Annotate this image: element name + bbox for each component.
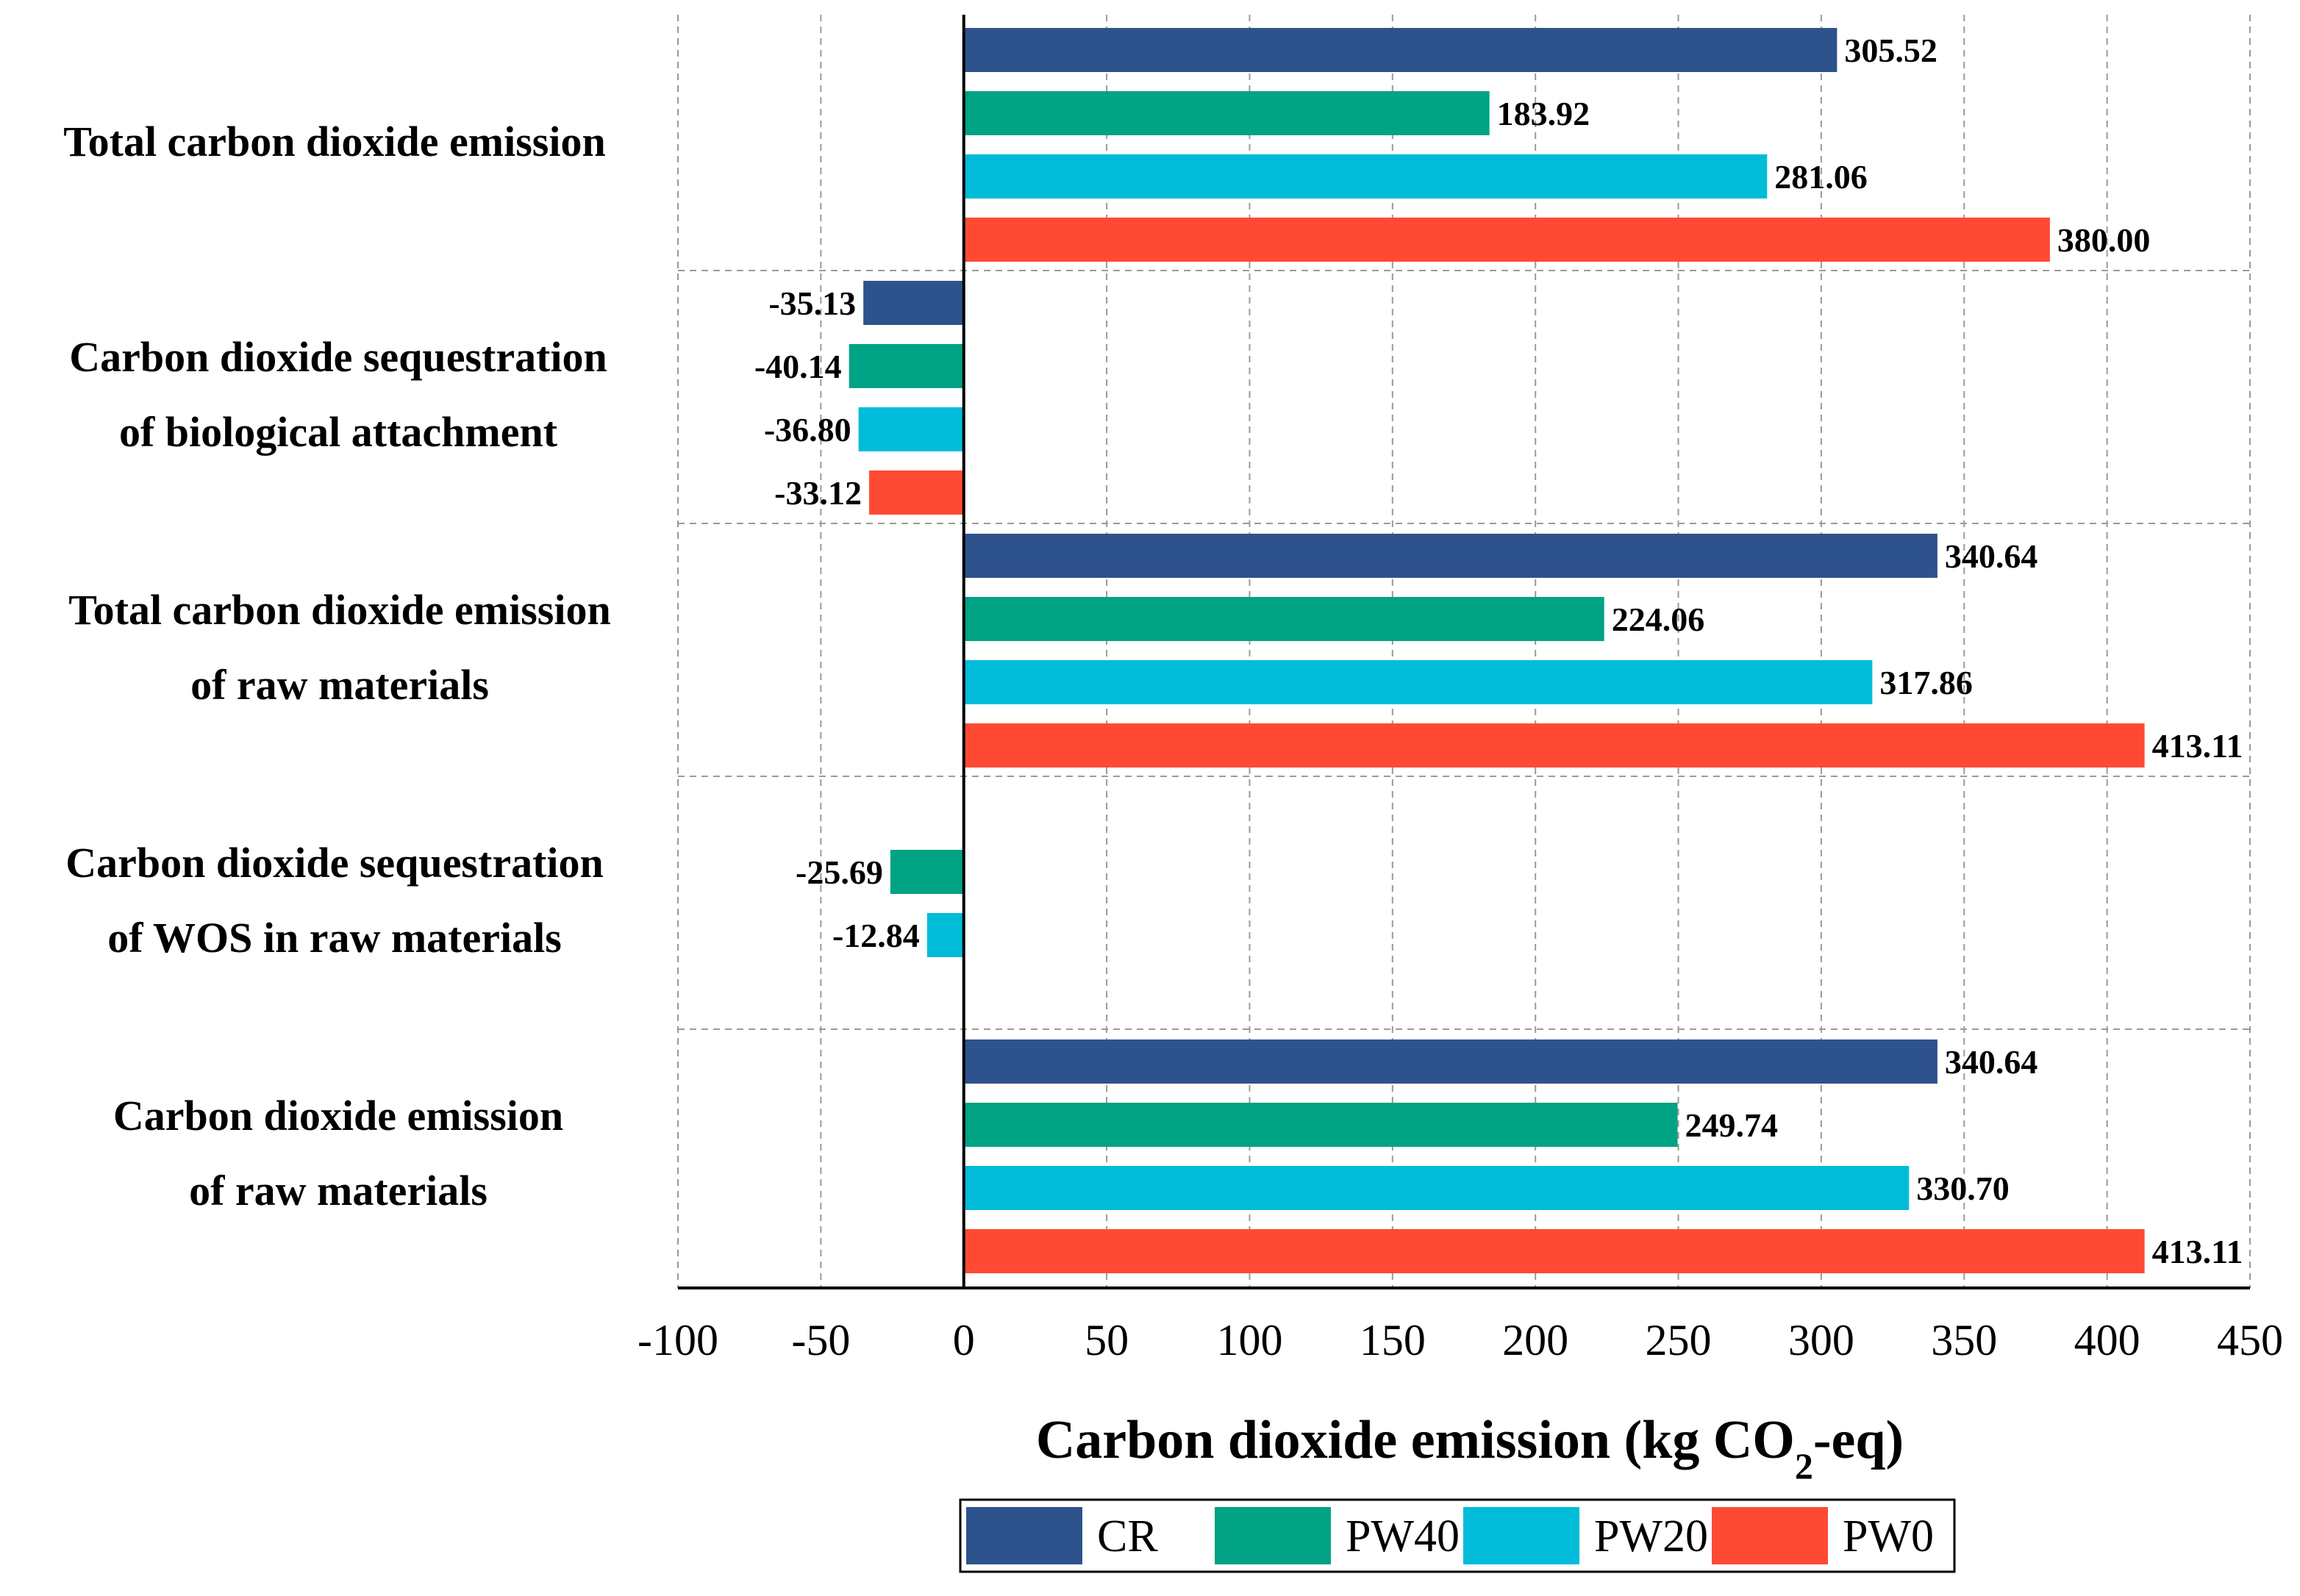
value-label: 281.06 [1774, 158, 1868, 196]
category-label: Carbon dioxide sequestration of biologica… [69, 333, 607, 456]
category-label: Carbon dioxide emission of raw materials [113, 1092, 563, 1214]
category-separators [678, 270, 2250, 1030]
value-label: -35.13 [768, 285, 856, 322]
axes [678, 15, 2250, 1289]
bar-cr [963, 1039, 1938, 1084]
category-label-line: of raw materials [190, 661, 489, 709]
bar-pw40 [849, 344, 964, 388]
category-label-line: of WOS in raw materials [107, 914, 562, 962]
x-tick-label: 350 [1931, 1316, 1997, 1364]
value-label: -33.12 [774, 474, 862, 512]
bar-pw0 [868, 470, 964, 515]
bar-pw20 [858, 407, 964, 451]
bar-pw20 [963, 1166, 1910, 1210]
x-tick-label: 300 [1788, 1316, 1854, 1364]
x-axis-label-main: Carbon dioxide emission (kg CO [1036, 1410, 1795, 1470]
value-label: 183.92 [1497, 95, 1590, 132]
x-tick-label: 450 [2217, 1316, 2283, 1364]
bar-cr [863, 281, 964, 325]
category-label-line: of raw materials [189, 1167, 488, 1214]
bar-pw0 [963, 218, 2050, 262]
legend-swatch-cr [966, 1507, 1082, 1564]
x-tick-label: 400 [2074, 1316, 2140, 1364]
category-label-line: Total carbon dioxide emission [68, 586, 610, 634]
bar-pw40 [890, 850, 964, 894]
category-labels: Total carbon dioxide emission Carbon diox… [63, 118, 610, 1214]
x-tick-labels: -100 -50 0 50 100 150 200 250 300 350 400 450 [638, 1316, 2283, 1364]
value-label: 305.52 [1844, 32, 1938, 69]
bar-cr [963, 28, 1838, 72]
legend-swatch-pw0 [1712, 1507, 1828, 1564]
category-label: Total carbon dioxide emission of raw mate… [68, 586, 610, 709]
grid-lines [677, 15, 2251, 1288]
value-label: -12.84 [832, 917, 920, 954]
value-label: 224.06 [1612, 601, 1705, 638]
bar-pw20 [963, 660, 1873, 704]
legend-label-pw0: PW0 [1843, 1511, 1934, 1561]
value-label: 380.00 [2057, 221, 2151, 259]
x-tick-label: -50 [791, 1316, 850, 1364]
value-label: 340.64 [1945, 537, 2038, 575]
x-axis-label-tail: -eq) [1813, 1410, 1904, 1470]
legend-swatch-pw20 [1463, 1507, 1579, 1564]
legend: CR PW40 PW20 PW0 [959, 1498, 1956, 1573]
bar-pw40 [963, 91, 1490, 135]
value-label: 413.11 [2152, 1233, 2243, 1270]
category-label-line: Carbon dioxide emission [113, 1092, 563, 1139]
x-axis-label-sub: 2 [1795, 1445, 1813, 1486]
bar-pw0 [963, 723, 2145, 767]
x-axis-label: Carbon dioxide emission (kg CO2-eq) [1036, 1410, 1904, 1486]
value-label: -36.80 [764, 411, 851, 448]
legend-label-pw40: PW40 [1346, 1511, 1460, 1561]
bar-pw20 [926, 913, 964, 957]
bar-pw40 [963, 1103, 1678, 1147]
bar-pw40 [963, 597, 1604, 641]
category-label-line: of biological attachment [119, 408, 558, 456]
bar-cr [963, 534, 1938, 578]
bars [849, 28, 2145, 1273]
value-label: -25.69 [796, 854, 883, 891]
value-label: 330.70 [1916, 1170, 2010, 1207]
x-tick-label: 0 [953, 1316, 975, 1364]
value-label: 340.64 [1945, 1043, 2038, 1081]
value-label: 249.74 [1685, 1106, 1779, 1144]
legend-label-pw20: PW20 [1594, 1511, 1708, 1561]
value-label: -40.14 [754, 348, 842, 385]
legend-label-cr: CR [1097, 1511, 1158, 1561]
x-tick-label: 50 [1085, 1316, 1129, 1364]
x-tick-label: 250 [1646, 1316, 1712, 1364]
legend-swatch-pw40 [1215, 1507, 1331, 1564]
x-tick-label: 100 [1216, 1316, 1282, 1364]
category-label-line: Carbon dioxide sequestration [65, 839, 604, 887]
value-labels: 305.52 183.92 281.06 380.00 -35.13 -40.14 -36.… [754, 32, 2243, 1270]
x-tick-label: 200 [1502, 1316, 1568, 1364]
bar-pw0 [963, 1229, 2145, 1273]
x-tick-label: 150 [1360, 1316, 1426, 1364]
x-tick-label: -100 [638, 1316, 718, 1364]
bar-pw20 [963, 154, 1768, 198]
category-label: Carbon dioxide sequestration of WOS in ra… [65, 839, 604, 962]
category-label-line: Carbon dioxide sequestration [69, 333, 607, 381]
category-label-line: Total carbon dioxide emission [63, 118, 605, 165]
category-label: Total carbon dioxide emission [63, 118, 605, 165]
value-label: 317.86 [1879, 664, 1973, 701]
value-label: 413.11 [2152, 727, 2243, 765]
